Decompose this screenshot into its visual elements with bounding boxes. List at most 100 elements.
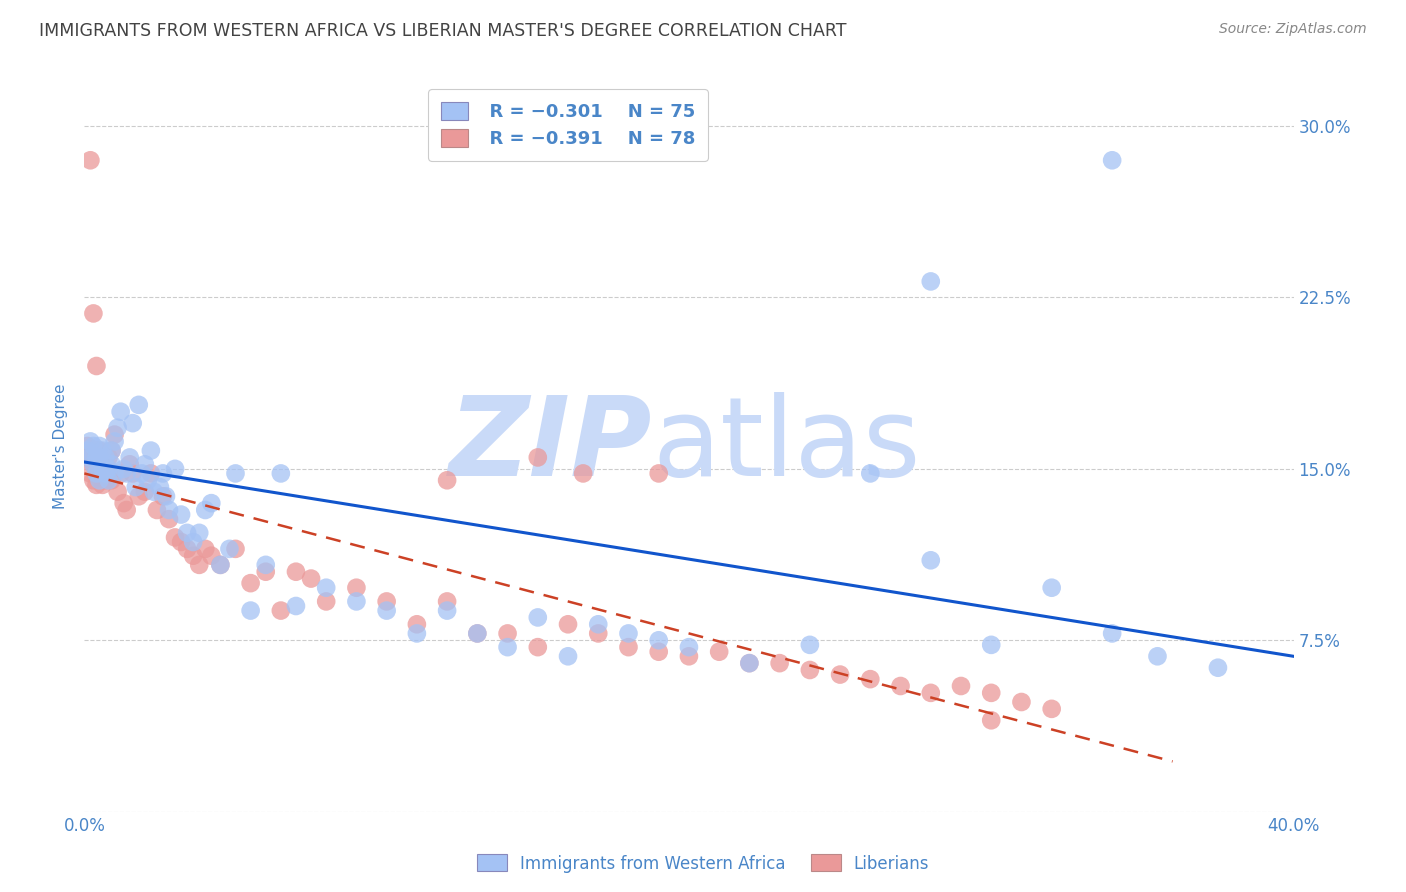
Point (100, 443, 122, 458)
Point (254, 565, 277, 579)
Point (82, 439, 104, 453)
Point (950, 679, 973, 693)
Point (86, 467, 108, 481)
Point (557, 649, 579, 664)
Y-axis label: Master's Degree: Master's Degree (53, 384, 69, 508)
Point (107, 421, 129, 435)
Point (557, 617, 579, 632)
Point (89, 462, 111, 476)
Point (200, 549, 222, 563)
Point (110, 405, 132, 419)
Point (131, 467, 153, 481)
Point (97, 450, 120, 465)
Text: IMMIGRANTS FROM WESTERN AFRICA VS LIBERIAN MASTER'S DEGREE CORRELATION CHART: IMMIGRANTS FROM WESTERN AFRICA VS LIBERI… (39, 22, 846, 40)
Legend: Immigrants from Western Africa, Liberians: Immigrants from Western Africa, Liberian… (470, 847, 936, 880)
Point (285, 599, 308, 613)
Point (118, 450, 141, 465)
Point (315, 594, 337, 608)
Point (194, 503, 217, 517)
Point (86, 443, 108, 458)
Point (181, 549, 204, 563)
Point (890, 679, 912, 693)
Point (128, 398, 150, 412)
Point (436, 594, 458, 608)
Point (467, 626, 489, 640)
Point (588, 626, 610, 640)
Point (799, 638, 821, 652)
Point (91, 478, 114, 492)
Point (157, 512, 180, 526)
Point (100, 458, 122, 472)
Point (859, 672, 882, 686)
Point (89, 450, 111, 465)
Point (648, 633, 671, 648)
Point (572, 467, 595, 481)
Point (76, 443, 98, 458)
Point (1146, 649, 1168, 664)
Point (436, 473, 458, 487)
Point (527, 450, 550, 465)
Point (134, 484, 156, 499)
Point (152, 489, 174, 503)
Point (157, 503, 180, 517)
Point (82, 458, 104, 472)
Point (406, 626, 429, 640)
Point (76, 450, 98, 465)
Point (152, 467, 174, 481)
Point (194, 541, 217, 556)
Point (225, 467, 247, 481)
Point (270, 467, 292, 481)
Point (118, 458, 141, 472)
Point (188, 558, 211, 572)
Point (270, 604, 292, 618)
Point (285, 565, 308, 579)
Point (738, 656, 761, 670)
Point (467, 626, 489, 640)
Point (79, 467, 101, 481)
Point (527, 610, 550, 624)
Point (89, 439, 111, 453)
Point (110, 467, 132, 481)
Point (97, 473, 120, 487)
Point (94, 473, 117, 487)
Point (375, 594, 398, 608)
Point (315, 581, 337, 595)
Point (617, 626, 640, 640)
Point (769, 656, 792, 670)
Point (678, 649, 700, 664)
Point (128, 489, 150, 503)
Point (97, 462, 120, 476)
Point (82, 473, 104, 487)
Point (496, 626, 519, 640)
Point (82, 306, 104, 320)
Point (149, 480, 172, 494)
Point (79, 450, 101, 465)
Point (139, 467, 162, 481)
Point (146, 503, 169, 517)
Point (94, 450, 117, 465)
Point (82, 458, 104, 472)
Point (121, 467, 143, 481)
Point (678, 640, 700, 655)
Point (375, 604, 398, 618)
Point (107, 484, 129, 499)
Point (79, 450, 101, 465)
Point (104, 467, 127, 481)
Point (86, 478, 108, 492)
Point (648, 645, 671, 659)
Point (155, 489, 177, 503)
Point (188, 525, 211, 540)
Point (1040, 702, 1063, 716)
Point (112, 462, 135, 476)
Point (89, 473, 111, 487)
Point (91, 462, 114, 476)
Point (91, 443, 114, 458)
Point (181, 535, 204, 549)
Point (104, 434, 127, 449)
Point (218, 541, 240, 556)
Point (588, 617, 610, 632)
Point (648, 467, 671, 481)
Point (920, 686, 942, 700)
Point (170, 508, 193, 522)
Point (436, 604, 458, 618)
